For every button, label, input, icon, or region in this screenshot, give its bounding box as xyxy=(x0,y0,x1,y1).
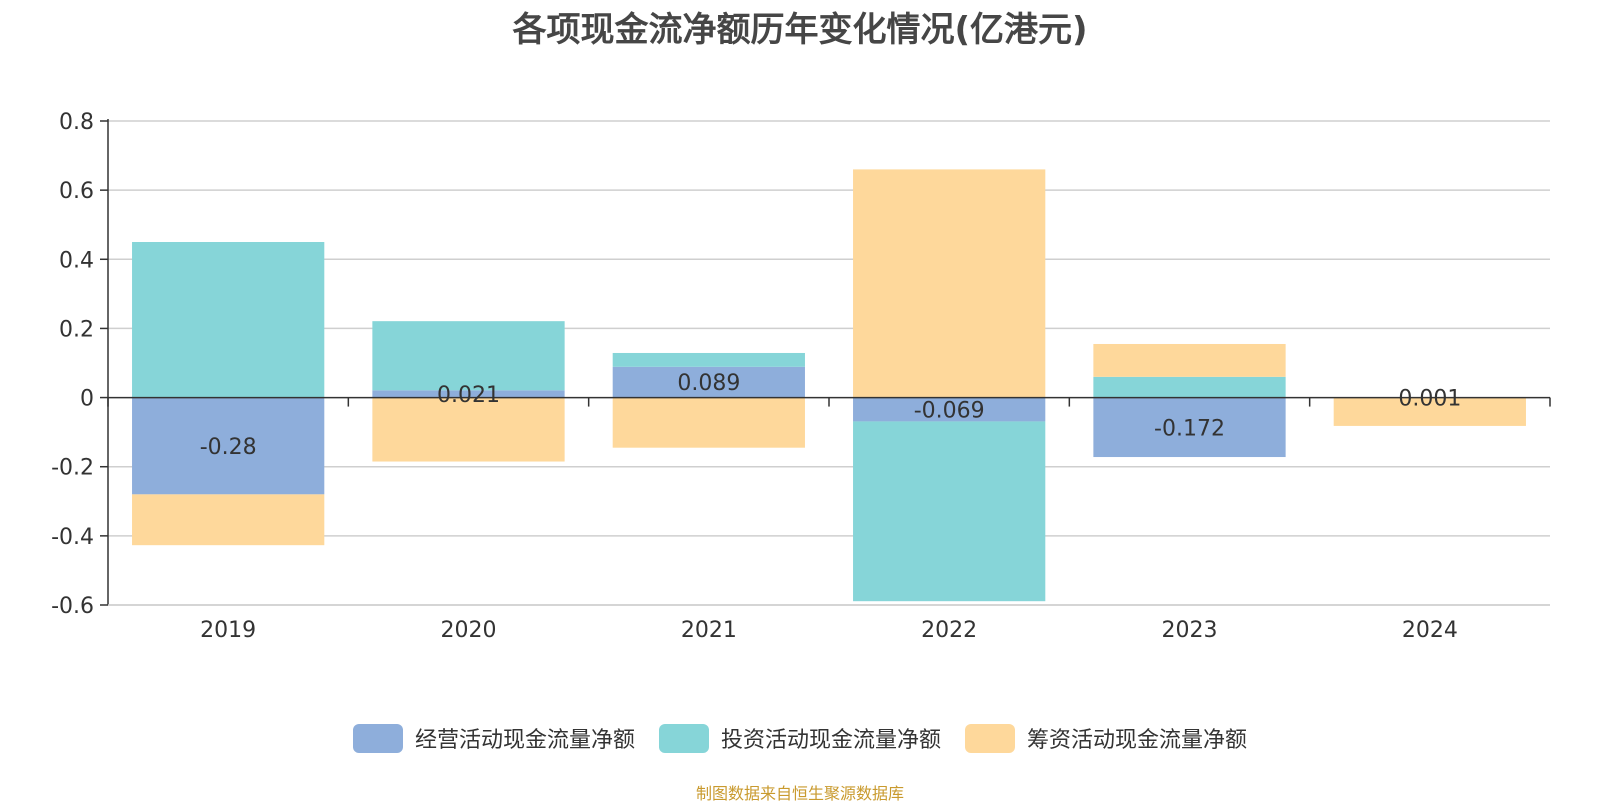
bar-series1-2023 xyxy=(1093,397,1286,458)
bar-series3-2021 xyxy=(612,397,805,448)
x-tick-label: 2019 xyxy=(200,618,256,643)
bar-series2-2019 xyxy=(132,242,325,398)
legend-item-3[interactable]: 筹资活动现金流量净额 xyxy=(965,722,1247,754)
bar-series3-2023 xyxy=(1093,343,1286,377)
y-tick-label: 0.4 xyxy=(59,248,94,273)
bar-series2-2022 xyxy=(853,421,1046,602)
bar-series3-2019 xyxy=(132,494,325,546)
bar-series3-2020 xyxy=(372,397,565,462)
chart-plot: 0.8 0.6 0.4 0.2 0 -0.2 -0.4 -0.6 2019 2020 2021 202… xyxy=(51,110,1551,643)
legend-label: 投资活动现金流量净额 xyxy=(720,728,941,753)
y-tick-label: 0.2 xyxy=(59,317,94,342)
y-tick-label: -0.4 xyxy=(51,525,94,550)
data-label-2019: -0.28 xyxy=(200,435,257,460)
bar-series2-2021 xyxy=(612,352,805,367)
legend-swatch xyxy=(352,723,403,753)
bar-series1-2019 xyxy=(132,397,325,495)
bars xyxy=(132,169,1526,602)
legend-swatch xyxy=(658,723,709,753)
legend-item-1[interactable]: 经营活动现金流量净额 xyxy=(352,722,635,754)
x-tick-label: 2023 xyxy=(1162,618,1218,643)
chart-title: 各项现金流净额历年变化情况(亿港元) xyxy=(512,10,1088,50)
data-label-2024: 0.001 xyxy=(1398,386,1461,411)
x-tick-label: 2022 xyxy=(921,618,977,643)
bar-series2-2023 xyxy=(1093,376,1286,398)
data-label-2020: 0.021 xyxy=(437,383,500,408)
bar-series3-2024 xyxy=(1333,397,1526,426)
x-tick-label: 2020 xyxy=(441,618,497,643)
bar-series3-2022 xyxy=(853,169,1046,398)
bar-series1-2022 xyxy=(853,397,1046,422)
y-tick-label: -0.6 xyxy=(51,594,94,619)
data-label-2023: -0.172 xyxy=(1154,416,1225,441)
bar-series1-2021 xyxy=(612,366,805,398)
y-tick-label: 0.8 xyxy=(59,110,94,135)
data-labels: -0.28 0.021 0.089 -0.069 -0.172 0.001 xyxy=(200,371,1462,460)
legend-item-2[interactable]: 投资活动现金流量净额 xyxy=(658,722,941,754)
x-tick-label: 2021 xyxy=(681,618,737,643)
data-label-2022: -0.069 xyxy=(914,398,985,423)
y-tick-label: 0 xyxy=(80,387,94,412)
y-tick-label: -0.2 xyxy=(51,456,94,481)
source-note: 制图数据来自恒生聚源数据库 xyxy=(695,784,904,803)
x-tick-label: 2024 xyxy=(1402,618,1458,643)
bar-series2-2020 xyxy=(372,321,565,391)
legend-label: 经营活动现金流量净额 xyxy=(414,728,635,753)
legend-swatch xyxy=(965,723,1015,753)
legend: 经营活动现金流量净额 投资活动现金流量净额 筹资活动现金流量净额 xyxy=(0,722,1600,754)
bar-series1-2020 xyxy=(372,390,565,398)
legend-label: 筹资活动现金流量净额 xyxy=(1027,728,1248,753)
y-tick-label: 0.6 xyxy=(59,179,94,204)
axes: 0.8 0.6 0.4 0.2 0 -0.2 -0.4 -0.6 2019 2020 2021 202… xyxy=(51,110,1551,643)
data-label-2021: 0.089 xyxy=(677,371,740,396)
